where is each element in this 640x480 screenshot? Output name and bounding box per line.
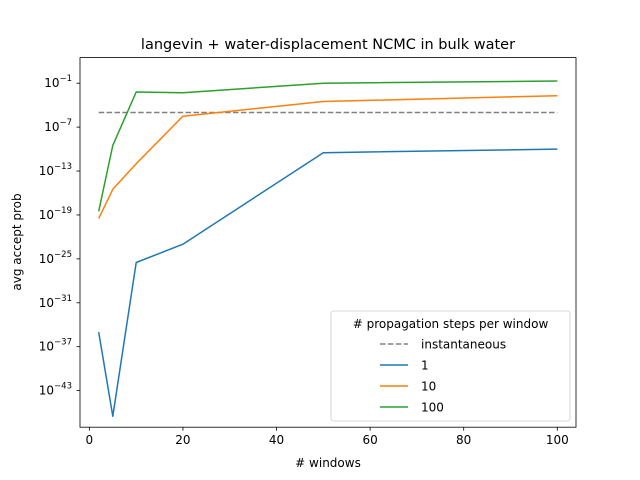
x-tick-label: 20 (175, 433, 190, 447)
y-tick-label: 10−19 (39, 206, 72, 222)
legend: # propagation steps per window instantane… (330, 310, 571, 422)
chart-title: langevin + water-displacement NCMC in bu… (141, 37, 515, 53)
x-tick-label: 100 (546, 433, 569, 447)
y-axis: 10−1 10−7 10−13 10−19 10−25 10−31 10−37 10−43 (39, 74, 80, 398)
x-tick-label: 80 (456, 433, 471, 447)
y-tick-label: 10−37 (39, 338, 72, 354)
x-axis-label: # windows (295, 456, 361, 470)
y-tick-label: 10−25 (39, 250, 72, 266)
legend-label: instantaneous (421, 338, 506, 352)
legend-box (330, 310, 571, 422)
axes-frame (79, 57, 577, 428)
x-tick-label: 60 (362, 433, 377, 447)
series-line-1 (97, 148, 558, 417)
series-line-100 (97, 80, 558, 212)
x-tick-label: 40 (269, 433, 284, 447)
y-axis-label: avg accept prob (10, 193, 24, 290)
legend-title: # propagation steps per window (353, 317, 549, 331)
legend-label: 10 (421, 380, 436, 394)
y-tick-label: 10−43 (39, 382, 72, 398)
legend-label: 100 (421, 401, 444, 415)
legend-label: 1 (421, 359, 429, 373)
plot-area (97, 80, 558, 417)
y-tick-label: 10−7 (44, 118, 72, 134)
series-line-10 (98, 94, 558, 219)
y-tick-label: 10−31 (39, 294, 72, 310)
x-axis: 0 20 40 60 80 100 (86, 427, 569, 447)
x-tick-label: 0 (86, 433, 94, 447)
y-tick-label: 10−13 (39, 162, 72, 178)
y-tick-label: 10−1 (44, 74, 72, 90)
